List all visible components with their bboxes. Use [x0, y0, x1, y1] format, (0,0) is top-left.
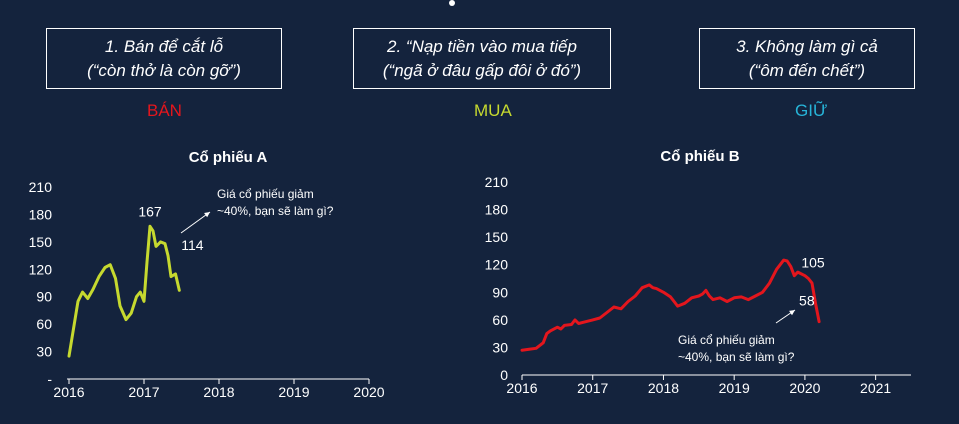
chart-b-y-tick-label: 150	[485, 229, 509, 245]
option-box-buy: 2. “Nạp tiền vào mua tiếp (“ngã ở đâu gấ…	[353, 28, 611, 89]
chart-b-note-arrowhead	[789, 310, 795, 316]
chart-b-data-label: 105	[801, 255, 825, 271]
chart-a-title: Cổ phiếu A	[189, 149, 268, 166]
chart-a-x-tick-label: 2020	[353, 384, 384, 400]
option-buy-title: 2. “Nạp tiền vào mua tiếp	[387, 36, 577, 56]
chart-a-data-label: 167	[138, 203, 162, 219]
slide-bullet-dot	[449, 0, 455, 6]
chart-b-x-tick-label: 2021	[860, 380, 891, 396]
chart-a-data-label: 114	[181, 237, 204, 253]
chart-b-y-tick-label: 90	[492, 284, 508, 300]
chart-a-y-tick-label: 210	[29, 179, 53, 195]
chart-b-series-line	[520, 258, 821, 352]
chart-a-y-tick-label: 30	[36, 344, 52, 360]
chart-a-note-arrow	[180, 211, 211, 234]
chart-a-y-tick-label: 120	[29, 261, 53, 277]
chart-b-x-tick-label: 2017	[577, 380, 608, 396]
chart-a-note-arrowhead	[204, 212, 210, 218]
option-sell-quote: (“còn thở là còn gỡ”)	[87, 60, 241, 80]
chart-b-note-text: ~40%, bạn sẽ làm gì?	[678, 350, 795, 364]
option-hold-title: 3. Không làm gì cả	[736, 36, 878, 56]
chart-b-y-tick-label: 0	[500, 367, 508, 383]
option-box-hold: 3. Không làm gì cả (“ôm đến chết”)	[699, 28, 915, 89]
chart-b-y-tick-label: 180	[485, 202, 509, 218]
option-hold-quote: (“ôm đến chết”)	[748, 60, 866, 80]
chart-a-y-tick-label: 90	[36, 289, 52, 305]
chart-b-x-tick-label: 2019	[719, 380, 750, 396]
chart-a-note-text: Giá cổ phiếu giảm	[217, 187, 314, 201]
option-buy-quote: (“ngã ở đâu gấp đôi ở đó”)	[382, 60, 582, 80]
chart-a-y-tick-label: 180	[29, 206, 53, 222]
chart-b-title: Cổ phiếu B	[660, 148, 739, 165]
action-label-buy: MUA	[474, 101, 512, 120]
action-label-hold: GIỮ	[795, 101, 828, 120]
chart-b-x-tick-label: 2018	[648, 380, 679, 396]
chart-b-note-text: Giá cổ phiếu giảm	[678, 333, 775, 347]
option-box-sell: 1. Bán để cắt lỗ (“còn thở là còn gỡ”)	[46, 28, 282, 89]
chart-b-x-tick-label: 2020	[789, 380, 820, 396]
option-sell-title: 1. Bán để cắt lỗ	[104, 36, 224, 56]
chart-b-y-tick-label: 60	[492, 312, 508, 328]
chart-b-y-tick-label: 120	[485, 257, 509, 273]
chart-a-series-line	[67, 224, 181, 358]
action-label-sell: BÁN	[147, 101, 182, 120]
chart-a-x-tick-label: 2016	[53, 384, 84, 400]
chart-a-note-text: ~40%, bạn sẽ làm gì?	[217, 204, 334, 218]
chart-a-x-tick-label: 2017	[128, 384, 159, 400]
chart-b-y-tick-label: 210	[485, 174, 509, 190]
chart-a-y-tick-label: 60	[36, 316, 52, 332]
chart-a-y-tick-label: -	[47, 371, 52, 387]
chart-a-x-tick-label: 2018	[203, 384, 234, 400]
chart-b-data-label: 58	[799, 293, 815, 309]
chart-b-x-tick-label: 2016	[506, 380, 537, 396]
chart-b-y-tick-label: 30	[492, 339, 508, 355]
chart-a-y-tick-label: 150	[29, 234, 53, 250]
chart-a-x-tick-label: 2019	[278, 384, 309, 400]
